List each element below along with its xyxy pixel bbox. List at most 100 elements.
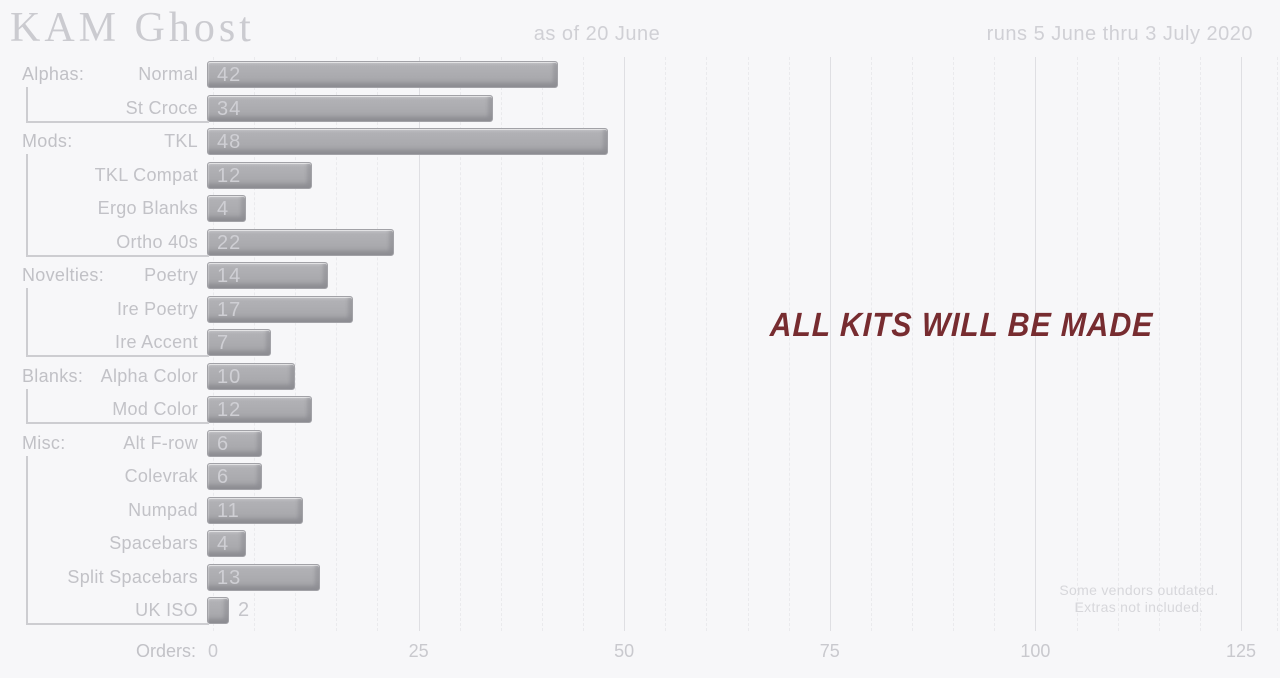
bar: 17 [207, 295, 353, 323]
minor-gridline [459, 57, 461, 631]
bar-value: 2 [238, 599, 251, 622]
subtitle-as-of-date: as of 20 June [533, 23, 661, 45]
major-gridline [829, 57, 831, 631]
footnote-line-1: Some vendors outdated. [1059, 582, 1219, 598]
bar-value: 22 [217, 231, 242, 254]
row-label: Ortho 40s [116, 231, 198, 252]
bar: 22 [207, 228, 394, 256]
bar-value: 12 [217, 164, 242, 187]
bar: 12 [207, 396, 312, 424]
minor-gridline [1199, 57, 1201, 631]
subtitle-run-dates: runs 5 June thru 3 July 2020 [986, 23, 1253, 45]
minor-gridline [541, 57, 543, 631]
minor-gridline [295, 57, 297, 631]
row-label: Normal [138, 64, 198, 84]
bar: 11 [207, 496, 303, 524]
bar-value: 7 [217, 332, 230, 355]
row-label: Ire Poetry [116, 298, 198, 319]
page-title: KAM Ghost [10, 5, 255, 51]
bar: 4 [207, 530, 246, 558]
bar: 12 [207, 161, 312, 189]
minor-gridline [500, 57, 502, 631]
group-bracket [26, 455, 209, 626]
minor-gridline [994, 57, 996, 631]
group-label: Alphas: [22, 64, 85, 84]
group-bracket [26, 388, 209, 425]
minor-gridline [1277, 57, 1278, 631]
minor-gridline [870, 57, 872, 631]
footnote: Some vendors outdated. Extras not includ… [1000, 582, 1278, 616]
group-bracket [26, 87, 209, 123]
bar-value: 13 [217, 566, 242, 589]
major-gridline [418, 57, 420, 631]
minor-gridline [953, 57, 955, 631]
row-label: Ire Accent [114, 332, 198, 353]
bar-value: 6 [217, 432, 230, 455]
major-gridline [624, 57, 626, 631]
row-label: Split Spacebars [67, 566, 198, 587]
bar-value: 34 [217, 97, 242, 120]
row-label: Ergo Blanks [97, 198, 198, 219]
bar: 34 [207, 94, 493, 122]
bar: 6 [207, 463, 262, 491]
row-label: Alt F-row [123, 432, 198, 453]
minor-gridline [912, 57, 914, 631]
bar: 7 [207, 329, 271, 357]
bar-value: 14 [217, 265, 242, 288]
row-label: Mod Color [112, 399, 198, 420]
minor-gridline [1117, 57, 1119, 631]
row-label: TKL Compat [94, 164, 198, 185]
minor-gridline [336, 57, 338, 631]
bar: 10 [207, 362, 295, 390]
group-label: Blanks: [22, 365, 84, 386]
x-axis-label: Orders: [135, 641, 196, 661]
axis-tick-label: 25 [408, 641, 429, 661]
minor-gridline [788, 57, 790, 631]
minor-gridline [665, 57, 667, 631]
bar [207, 597, 229, 625]
minor-gridline [583, 57, 585, 631]
group-bracket [26, 154, 209, 257]
bar-value: 4 [217, 198, 230, 221]
minor-gridline [1076, 57, 1078, 631]
row-label: Spacebars [109, 533, 198, 554]
axis-tick-label: 100 [1020, 641, 1051, 661]
axis-tick-label: 75 [819, 641, 840, 661]
bar: 13 [207, 563, 320, 591]
minor-gridline [706, 57, 708, 631]
footnote-line-2: Extras not included. [1074, 599, 1204, 615]
minor-gridline [747, 57, 749, 631]
minor-gridline [1158, 57, 1160, 631]
bar-value: 11 [217, 499, 240, 522]
row-label: UK ISO [135, 600, 198, 621]
axis-tick-label: 125 [1225, 641, 1257, 661]
minor-gridline [377, 57, 379, 631]
axis-tick-label: 50 [614, 641, 635, 661]
bar-value: 6 [217, 466, 230, 489]
bar-value: 12 [217, 399, 242, 422]
row-label: St Croce [125, 97, 198, 118]
row-label: TKL [164, 131, 198, 152]
major-gridline [1241, 57, 1242, 631]
bar: 6 [207, 429, 262, 457]
bar-value: 42 [217, 64, 242, 86]
group-label: Novelties: [22, 265, 105, 286]
bar: 4 [207, 195, 246, 223]
annotation-all-kits-made: ALL KITS WILL BE MADE [769, 306, 1154, 344]
bar-value: 10 [217, 365, 242, 388]
bar-value: 17 [217, 298, 242, 321]
row-label: Colevrak [124, 466, 198, 487]
group-label: Mods: [22, 131, 73, 152]
bar: 48 [207, 128, 608, 156]
bar: 14 [207, 262, 328, 290]
bar-value: 4 [217, 533, 230, 556]
major-gridline [1035, 57, 1037, 631]
bar: 42 [207, 61, 558, 88]
row-label: Numpad [128, 499, 198, 520]
group-bracket [26, 288, 209, 358]
bar-value: 48 [217, 131, 242, 154]
row-label: Alpha Color [100, 365, 198, 386]
axis-tick-label: 0 [207, 641, 218, 661]
